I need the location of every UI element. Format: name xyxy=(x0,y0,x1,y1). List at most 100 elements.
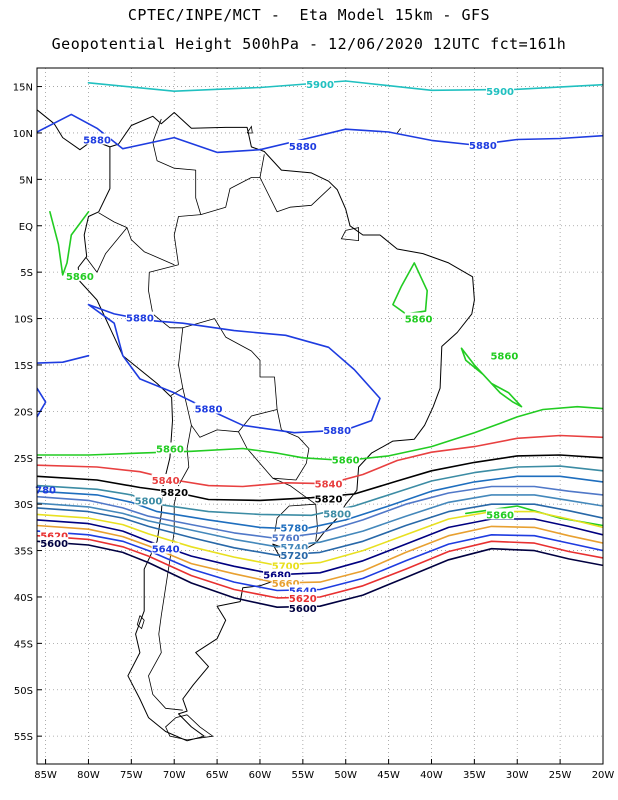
contour-label-bg xyxy=(65,269,94,281)
lat-tick-label: 55S xyxy=(14,732,33,743)
country-border xyxy=(182,318,282,430)
contour-label-bg xyxy=(134,494,163,506)
lon-tick-label: 85W xyxy=(34,770,57,781)
contour-label-5880: 5880 xyxy=(195,405,223,416)
lon-tick-label: 55W xyxy=(292,770,315,781)
lon-tick-label: 75W xyxy=(120,770,143,781)
contour-label-5880: 5880 xyxy=(126,314,154,325)
contour-label-5860: 5860 xyxy=(156,444,184,455)
contour-label-5860: 5860 xyxy=(490,352,518,363)
contour-5640 xyxy=(37,530,603,592)
lat-tick-label: 45S xyxy=(14,639,33,650)
contour-label-5760: 5760 xyxy=(272,534,300,545)
country-border xyxy=(173,214,201,265)
contour-label-5720: 5720 xyxy=(280,551,308,562)
island-outline xyxy=(165,714,214,741)
lat-tick-label: 25S xyxy=(14,454,33,465)
contour-label-bg xyxy=(83,133,112,145)
contour-label-5640: 5640 xyxy=(152,545,180,556)
contour-5880 xyxy=(37,387,47,418)
lat-tick-label: 15N xyxy=(13,83,33,94)
map-title-line1: CPTEC/INPE/MCT - Eta Model 15km - GFS xyxy=(127,6,491,24)
lat-tick-label: 20S xyxy=(14,407,33,418)
contour-label-5900: 5900 xyxy=(306,80,334,91)
contour-label-5600: 5600 xyxy=(40,539,68,550)
contour-5720 xyxy=(37,503,603,557)
lon-tick-label: 20W xyxy=(592,770,615,781)
contour-5880 xyxy=(37,354,90,364)
lat-tick-label: 5S xyxy=(20,268,33,279)
country-border xyxy=(200,154,265,215)
contour-label-bg xyxy=(271,577,300,589)
contour-labels: 5900 5900 5880 5880 5880 5880 5880 5880 5860 5860… xyxy=(35,77,519,615)
contour-label-bg xyxy=(404,312,433,324)
contour-5700 xyxy=(37,510,603,567)
contour-label-5800: 5800 xyxy=(135,496,163,507)
coastline xyxy=(77,112,475,742)
contour-label-bg xyxy=(125,311,154,323)
contour-label-5860: 5860 xyxy=(332,456,360,467)
contour-label-bg xyxy=(288,602,317,614)
lat-tick-label: 10N xyxy=(13,129,33,140)
contour-label-5780: 5780 xyxy=(280,523,308,534)
contour-label-bg xyxy=(194,402,223,414)
lon-tick-label: 50W xyxy=(334,770,357,781)
contour-5880 xyxy=(87,303,381,434)
lon-tick-label: 40W xyxy=(420,770,443,781)
contour-5860 xyxy=(49,211,90,276)
contour-label-5840: 5840 xyxy=(152,476,180,487)
contour-label-bg xyxy=(288,591,317,603)
contour-label-bg xyxy=(40,529,69,541)
country-border xyxy=(98,212,175,266)
contour-5680 xyxy=(37,518,603,576)
island-outline xyxy=(246,125,253,134)
contour-5600 xyxy=(37,540,603,609)
lon-tick-label: 65W xyxy=(206,770,229,781)
country-border xyxy=(315,504,318,542)
contour-label-5700: 5700 xyxy=(272,561,300,572)
contour-label-bg xyxy=(486,85,515,97)
contour-label-5860: 5860 xyxy=(66,272,94,283)
contour-5740 xyxy=(37,494,603,548)
contour-label-bg xyxy=(280,540,309,552)
contour-label-5820: 5820 xyxy=(315,495,343,506)
contour-label-bg xyxy=(490,349,519,361)
contour-label-5660: 5660 xyxy=(272,579,300,590)
partial-contour-label: 780 xyxy=(35,485,56,496)
country-border xyxy=(238,429,310,481)
contour-label-5880: 5880 xyxy=(323,426,351,437)
contour-5660 xyxy=(37,524,603,584)
contour-label-bg xyxy=(155,442,184,454)
country-border xyxy=(85,227,128,273)
lat-tick-label: 10S xyxy=(14,315,33,326)
contour-label-bg xyxy=(314,477,343,489)
contour-lines xyxy=(37,80,603,609)
contour-label-bg xyxy=(280,549,309,561)
lon-tick-label: 30W xyxy=(506,770,529,781)
contour-label-5900: 5900 xyxy=(486,87,514,98)
contour-5760 xyxy=(37,485,603,540)
lat-tick-label: EQ xyxy=(19,222,33,233)
lon-tick-label: 70W xyxy=(163,770,186,781)
lat-tick-label: 50S xyxy=(14,686,33,697)
axis-ticks: 85W 80W 75W 70W 65W 60W 55W 50W 45W 40W 35W 30W 25W 2… xyxy=(13,83,615,781)
contour-label-bg xyxy=(151,542,180,554)
contour-label-5860: 5860 xyxy=(405,315,433,326)
lat-tick-label: 5N xyxy=(19,175,33,186)
contour-label-5820: 5820 xyxy=(160,488,188,499)
contour-label-5600: 5600 xyxy=(289,604,317,615)
map-title-line2: Geopotential Height 500hPa - 12/06/2020 … xyxy=(51,35,567,53)
lon-tick-label: 25W xyxy=(549,770,572,781)
lat-tick-label: 30S xyxy=(14,500,33,511)
contour-label-bg xyxy=(323,507,352,519)
contour-5900 xyxy=(87,80,603,92)
lat-tick-label: 35S xyxy=(14,547,33,558)
island-outline xyxy=(340,227,360,242)
contour-label-bg xyxy=(271,531,300,543)
contour-label-bg xyxy=(306,77,334,89)
map-frame xyxy=(36,67,604,765)
contour-label-bg xyxy=(323,423,352,435)
contour-label-bg xyxy=(40,537,69,549)
graticule xyxy=(37,68,604,764)
contour-label-bg xyxy=(314,492,343,504)
